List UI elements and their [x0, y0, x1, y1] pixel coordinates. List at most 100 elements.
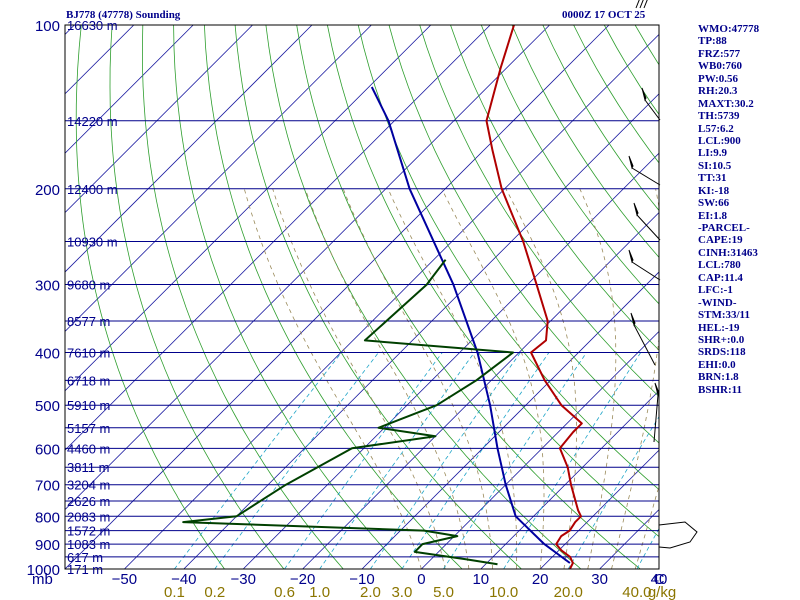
isotherm-line: [242, 152, 659, 569]
pressure-label: 500: [35, 398, 60, 415]
index-item: LCL:780: [698, 259, 741, 272]
height-label: 5157 m: [67, 421, 110, 436]
plot-frame: [64, 24, 660, 570]
dry-adiabat-line: [75, 25, 225, 569]
dry-adiabat-line: [296, 25, 641, 569]
index-item: EI:1.8: [698, 209, 728, 222]
height-label: 4460 m: [67, 441, 110, 456]
mixing-ratio-label: 3.0: [391, 584, 412, 600]
isotherm-line: [65, 25, 253, 214]
station-title: BJ778 (47778) Sounding: [66, 9, 181, 21]
height-label: 6718 m: [67, 373, 110, 388]
stability-indices: WMO:47778 TP:88 FRZ:577 WB0:760 PW:0.56 RH:20…: [698, 23, 759, 396]
wind-barbs: [628, 0, 698, 549]
pressure-label: 200: [35, 182, 60, 199]
pressure-label: 1000: [27, 562, 60, 579]
temperature-line: [485, 25, 583, 569]
isotherm-line: [65, 25, 491, 451]
moist-adiabat-line: [243, 188, 422, 569]
moist-adiabat-line: [634, 484, 659, 569]
index-item: L57:6.2: [698, 122, 734, 135]
isotherm-line: [65, 25, 432, 392]
index-item: MAXT:30.2: [698, 97, 754, 110]
temperature-tick-label: 0: [417, 571, 425, 588]
dry-adiabat-line: [357, 25, 659, 491]
mixing-ratio-label: 20.0: [554, 584, 583, 600]
height-label: 16630 m: [67, 18, 118, 33]
wind-barb: [631, 261, 661, 281]
dry-adiabat-line: [234, 25, 523, 569]
valid-time: 0000Z 17 OCT 25: [562, 9, 646, 21]
wind-barb-flag: [641, 87, 647, 102]
height-label: 7610 m: [67, 346, 110, 361]
index-item: BSHR:11: [698, 383, 743, 396]
mixing-ratio-label: 1.0: [309, 584, 330, 600]
height-label: 1083 m: [67, 537, 110, 552]
temperature-tick-label: −50: [112, 571, 137, 588]
wind-barb-flag: [628, 155, 634, 170]
temperature-tick-label: 30: [591, 571, 608, 588]
isotherm-line: [65, 25, 194, 154]
isotherm-line: [65, 25, 372, 332]
dry-adiabat-line: [109, 25, 285, 569]
index-item: PW:0.56: [698, 72, 739, 85]
height-label: 10930 m: [67, 234, 118, 249]
height-label: 1572 m: [67, 524, 110, 539]
height-label: 12400 m: [67, 182, 118, 197]
height-label: 14220 m: [67, 114, 118, 129]
isotherm-line: [539, 449, 659, 569]
index-item: LCL:900: [698, 134, 741, 147]
isotherm-line: [65, 25, 550, 511]
index-item: CAP:11.4: [698, 271, 743, 284]
dry-adiabat-line: [419, 25, 659, 398]
index-item: LI:9.9: [698, 147, 728, 160]
dry-adiabat-line: [173, 25, 404, 569]
isotherm-line: [183, 93, 659, 569]
moist-adiabat-line: [579, 188, 617, 569]
wind-barb: [658, 521, 698, 549]
sounding-profiles: [182, 25, 583, 569]
moist-adiabat-line: [342, 188, 494, 569]
height-label: 9680 m: [67, 278, 110, 293]
mixing-ratio-unit-label: g/kg: [648, 584, 676, 600]
height-label: 2083 m: [67, 509, 110, 524]
index-item: SI:10.5: [698, 159, 732, 172]
dry-adiabat-line: [480, 25, 659, 305]
pressure-unit-label: mb: [32, 571, 53, 588]
temperature-unit-label: C: [654, 571, 665, 588]
moist-adiabat-line: [304, 188, 470, 569]
mixing-ratio-line: [214, 352, 379, 569]
height-label: 171 m: [67, 562, 103, 577]
pressure-label: 700: [35, 478, 60, 495]
index-item: TH:5739: [698, 110, 740, 123]
index-item: FRZ:577: [698, 47, 741, 60]
wind-barb-flag: [630, 312, 636, 327]
index-item: STM:33/11: [698, 309, 750, 322]
pressure-label: 800: [35, 509, 60, 526]
index-item: LFC:-1: [698, 284, 733, 297]
index-item: SHR+:0.0: [698, 333, 745, 346]
grid-lines: [65, 25, 800, 581]
temperature-tick-label: 10: [472, 571, 489, 588]
parcel-trace-line: [370, 86, 571, 564]
mixing-ratio-label: 2.0: [360, 584, 381, 600]
index-item: TT:31: [698, 172, 727, 185]
dry-adiabat-line: [327, 25, 659, 538]
wind-barb: [633, 324, 656, 366]
index-item: WB0:760: [698, 60, 742, 73]
wind-barb: [653, 394, 659, 443]
wind-barb-flag: [628, 249, 634, 264]
dry-adiabat-line: [573, 25, 659, 164]
wind-barb: [644, 99, 661, 121]
temperature-tick-label: 40: [651, 571, 668, 588]
dry-adiabat-line: [141, 25, 344, 569]
dry-adiabat-line: [758, 25, 800, 581]
pressure-label: 600: [35, 441, 60, 458]
dry-adiabat-line: [789, 25, 800, 581]
height-label: 617 m: [67, 550, 103, 565]
pressure-label: 100: [35, 18, 60, 35]
mixing-ratio-label: 5.0: [433, 584, 454, 600]
pressure-label: 300: [35, 278, 60, 295]
mixing-ratio-label: 0.2: [204, 584, 225, 600]
